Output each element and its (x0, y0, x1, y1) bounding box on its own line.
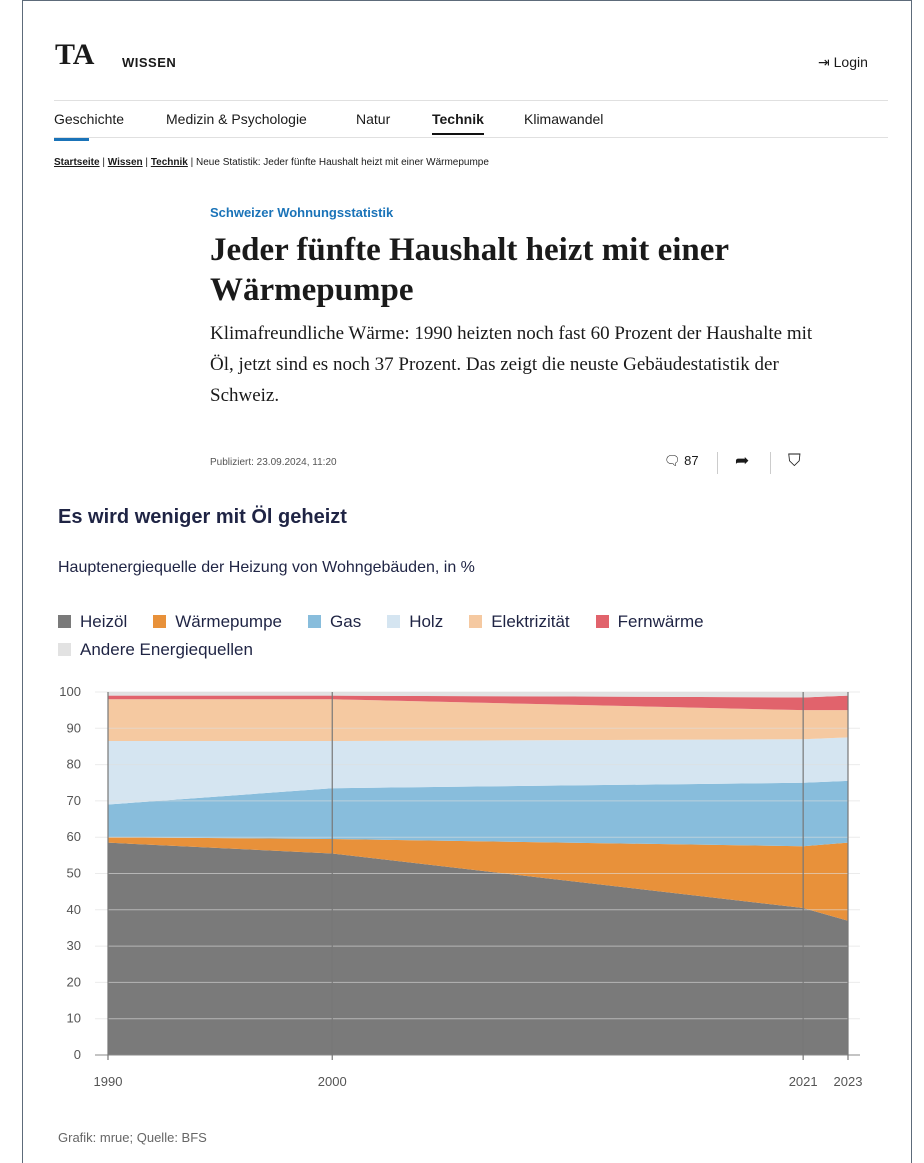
legend-label: Fernwärme (617, 612, 704, 631)
crumb[interactable]: Wissen (107, 157, 143, 168)
y-tick-label: 80 (67, 757, 81, 772)
area (108, 842, 848, 1055)
legend: Heizöl Wärmepumpe Gas Holz Elektrizität Fernw… (58, 608, 818, 664)
crumb: Neue Statistik: Jeder fünfte Haushalt he… (196, 157, 489, 168)
y-tick-label: 60 (67, 829, 81, 844)
legend-swatch (58, 615, 71, 628)
y-tick-label: 70 (67, 793, 81, 808)
comments[interactable]: 🗨 87 (664, 453, 699, 468)
nav-item[interactable]: Natur (356, 111, 391, 127)
legend-swatch (387, 615, 401, 628)
legend-label: Gas (330, 612, 362, 631)
area (108, 780, 848, 847)
published: Publiziert: 23.09.2024, 11:20 (210, 457, 337, 468)
x-tick-label: 2000 (318, 1074, 347, 1089)
legend-label: Andere Energiequellen (80, 640, 253, 659)
chart-subtitle: Hauptenergiequelle der Heizung von Wohng… (58, 559, 475, 576)
crumb[interactable]: Startseite (54, 157, 100, 168)
y-tick-label: 40 (67, 902, 81, 917)
area (108, 737, 848, 805)
area (108, 695, 848, 711)
x-tick-label: 2021 (789, 1074, 818, 1089)
y-tick-label: 20 (67, 974, 81, 989)
y-tick-label: 100 (59, 684, 81, 699)
legend-item: Fernwärme (595, 608, 704, 636)
legend-label: Heizöl (80, 612, 128, 631)
legend-item: Wärmepumpe (153, 608, 282, 636)
legend-item: Gas (308, 608, 361, 636)
y-tick-label: 30 (67, 938, 81, 953)
share[interactable]: ➦ (735, 451, 750, 470)
frame (22, 0, 912, 1163)
legend-item: Elektrizität (469, 608, 570, 636)
kicker: Schweizer Wohnungsstatistik (210, 205, 394, 220)
x-tick-label: 2023 (834, 1074, 863, 1089)
x-tick-label: 1990 (94, 1074, 123, 1089)
legend-swatch (595, 615, 609, 628)
nav-item[interactable]: Klimawandel (524, 111, 604, 127)
nav-item[interactable]: Geschichte (54, 111, 125, 127)
login[interactable]: ⇥ Login (818, 54, 868, 70)
divider (54, 137, 888, 138)
lead: Klimafreundliche Wärme: 1990 heizten noc… (210, 323, 813, 406)
y-tick-label: 0 (74, 1047, 81, 1062)
area (108, 692, 848, 698)
legend-item: Heizöl (58, 608, 127, 636)
area (108, 837, 848, 921)
legend-label: Holz (409, 612, 444, 631)
legend-label: Wärmepumpe (175, 612, 283, 631)
y-tick-label: 50 (67, 866, 81, 881)
breadcrumb: Startseite | Wissen | Technik | Neue Sta… (54, 157, 489, 168)
legend-swatch (469, 615, 483, 628)
source: Grafik: mrue; Quelle: BFS (58, 1130, 207, 1145)
logo[interactable]: TA (55, 38, 95, 71)
y-tick-label: 90 (67, 720, 81, 735)
headline: Jeder fünfte Haushalt heizt mit einer Wä… (210, 232, 729, 308)
legend-swatch (308, 615, 322, 628)
legend-item: Holz (387, 608, 443, 636)
legend-swatch (58, 643, 71, 656)
nav-item[interactable]: Medizin & Psychologie (166, 111, 307, 127)
divider (54, 100, 888, 101)
nav-item[interactable]: Technik (432, 111, 484, 135)
chart-title: Es wird weniger mit Öl geheizt (58, 506, 347, 528)
area (108, 699, 848, 742)
comment-count[interactable]: 87 (684, 453, 699, 468)
crumb[interactable]: Technik (150, 157, 188, 168)
legend-item: Andere Energiequellen (58, 636, 253, 664)
legend-swatch (153, 615, 167, 628)
nav-indicator (54, 138, 89, 141)
legend-label: Elektrizität (491, 612, 570, 631)
section[interactable]: WISSEN (122, 55, 177, 70)
sep (717, 452, 718, 474)
bookmark[interactable]: ⛉ (788, 451, 801, 470)
y-tick-label: 10 (67, 1011, 81, 1026)
sep (770, 452, 771, 474)
login-text[interactable]: Login (833, 54, 868, 70)
